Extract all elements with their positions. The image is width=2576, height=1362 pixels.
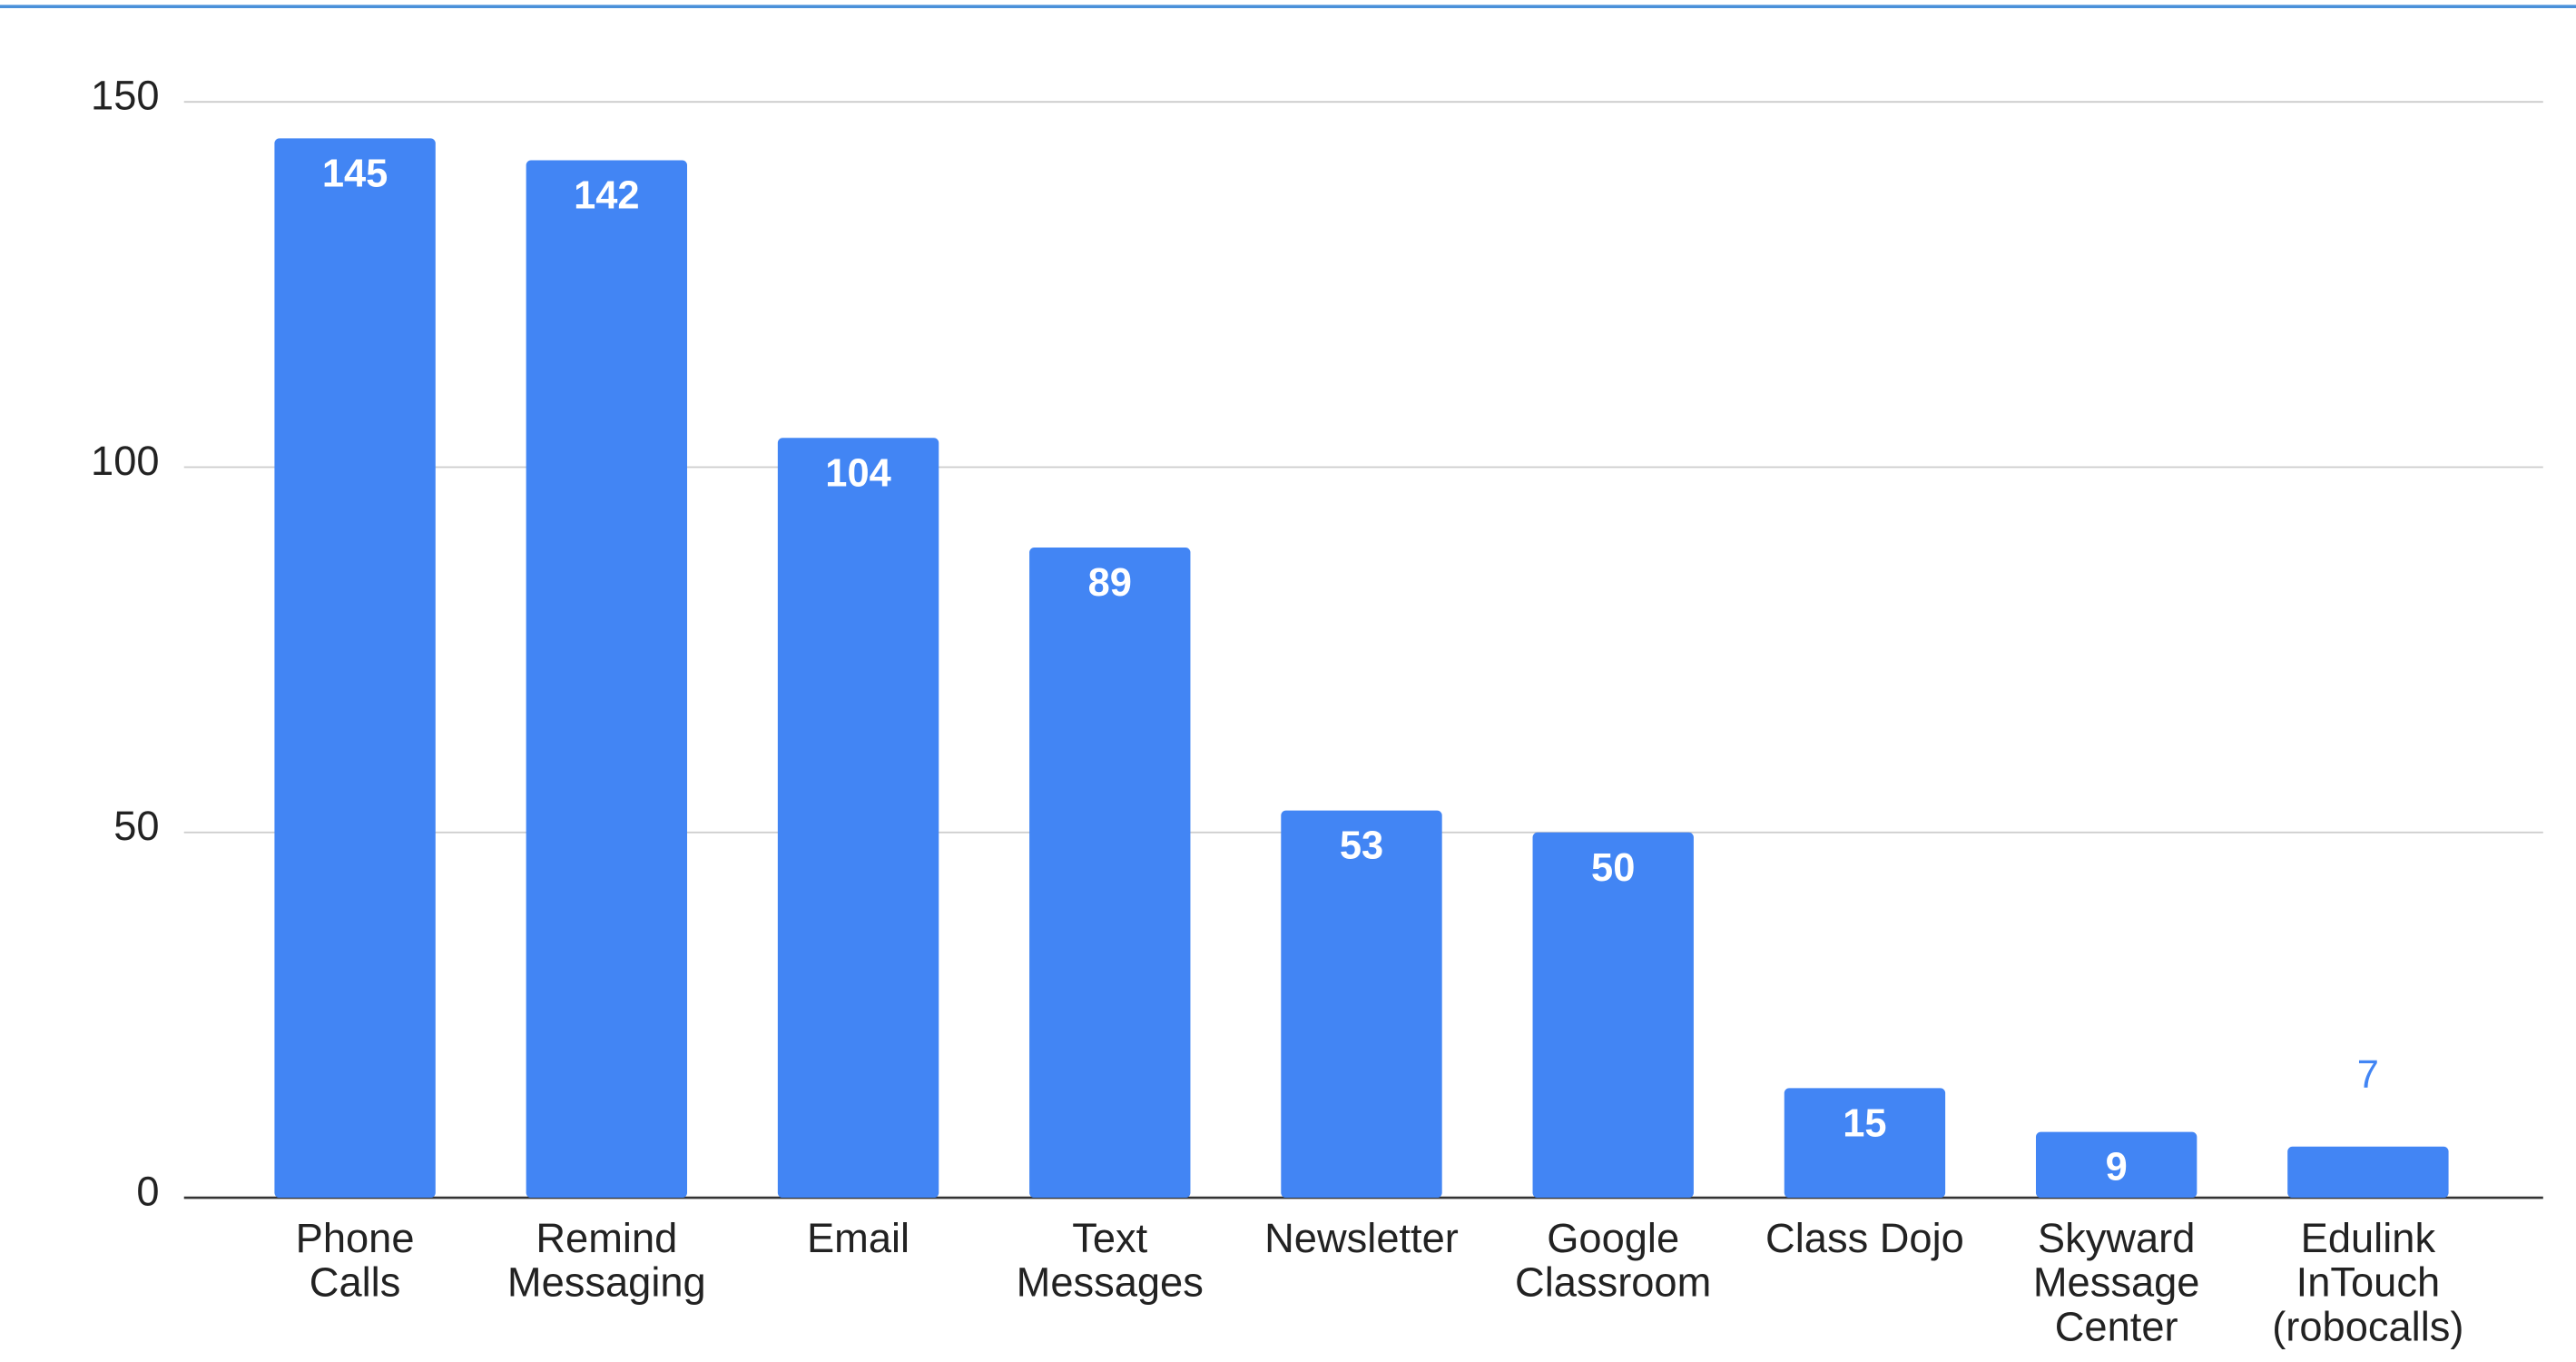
bar — [1029, 547, 1191, 1199]
x-tick-label-box: Class Dojo — [1765, 1217, 1964, 1262]
bar — [2287, 1146, 2449, 1199]
x-tick-label-box: Skyward Message Center — [2032, 1217, 2200, 1351]
x-tick-label-box: Email — [806, 1217, 910, 1262]
data-label: 53 — [1340, 824, 1383, 868]
data-label: 50 — [1591, 846, 1635, 890]
bar — [1784, 1088, 1946, 1199]
x-tick-label-box: Newsletter — [1264, 1217, 1459, 1262]
y-tick-label: 100 — [91, 438, 159, 484]
data-label: 7 — [2357, 1053, 2379, 1097]
y-tick-label: 150 — [91, 73, 159, 119]
bar — [2035, 1131, 2197, 1199]
data-label: 9 — [2106, 1146, 2128, 1189]
x-tick-label: Edulink InTouch (robocalls) — [2272, 1217, 2464, 1351]
data-label: 142 — [574, 174, 639, 218]
data-label: 15 — [1843, 1101, 1886, 1145]
bar — [1532, 832, 1694, 1199]
x-tick-label: Email — [806, 1217, 910, 1262]
x-tick-label: Newsletter — [1264, 1217, 1459, 1262]
bar — [526, 160, 688, 1199]
x-tick-label: Skyward Message Center — [2032, 1217, 2200, 1351]
data-label: 104 — [825, 451, 890, 495]
x-tick-label-box: Text Messages — [1016, 1217, 1204, 1307]
x-tick-label: Remind Messaging — [506, 1217, 706, 1307]
y-tick-label: 0 — [136, 1168, 159, 1214]
data-label: 89 — [1088, 561, 1132, 605]
y-tick-label: 50 — [113, 803, 159, 849]
bar — [777, 438, 939, 1199]
x-tick-label-box: Edulink InTouch (robocalls) — [2272, 1217, 2464, 1351]
x-tick-label: Phone Calls — [295, 1217, 415, 1307]
x-tick-label-box: Remind Messaging — [506, 1217, 706, 1307]
x-tick-label-box: Google Classroom — [1515, 1217, 1712, 1307]
x-tick-label-box: Phone Calls — [295, 1217, 415, 1307]
x-tick-label: Text Messages — [1016, 1217, 1204, 1307]
bar — [274, 138, 436, 1199]
bar — [1281, 810, 1442, 1199]
x-tick-label: Class Dojo — [1765, 1217, 1964, 1262]
data-label: 145 — [322, 153, 388, 196]
x-tick-label: Google Classroom — [1515, 1217, 1712, 1307]
